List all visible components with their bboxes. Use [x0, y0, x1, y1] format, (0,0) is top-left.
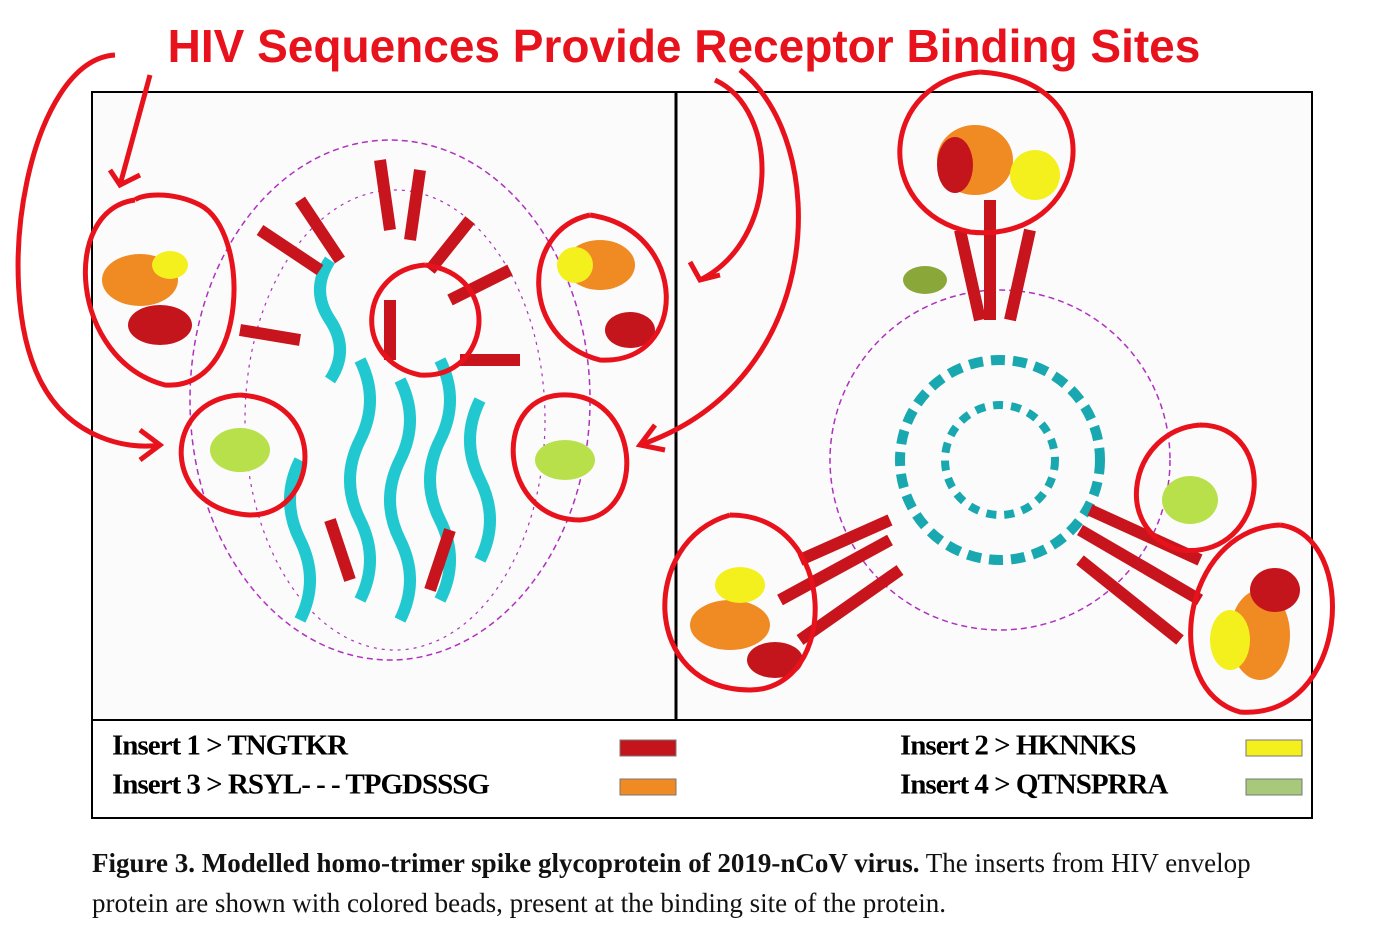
legend-swatch [1245, 739, 1303, 757]
protein-top-view [690, 125, 1300, 680]
protein-side-view [102, 139, 655, 661]
legend-swatch [619, 739, 677, 757]
annotation-title: HIV Sequences Provide Receptor Binding S… [168, 20, 1201, 72]
legend-swatch [619, 778, 677, 796]
caption-label: Figure 3. Modelled homo-trimer spike gly… [92, 848, 920, 878]
annotation-marks [15, 52, 1335, 715]
caption-text: The inserts from HIV envelop protein are… [92, 848, 1251, 918]
figure: HIV Sequences Provide Receptor Binding S… [15, 20, 1335, 819]
legend-label: Insert 2 > HKNNKS [900, 730, 1136, 762]
legend-label: Insert 4 > QTNSPRRA [900, 769, 1168, 801]
legend-label: Insert 1 > TNGTKR [112, 730, 349, 762]
legend-label: Insert 3 > RSYL- - - TPGDSSSG [112, 769, 489, 801]
legend-swatch [1245, 778, 1303, 796]
legend-frame [91, 719, 1313, 819]
caption: Figure 3. Modelled homo-trimer spike gly… [92, 843, 1322, 923]
